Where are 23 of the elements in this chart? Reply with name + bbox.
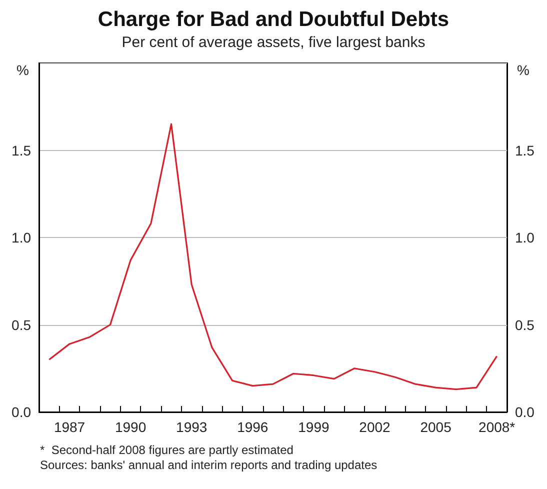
y2-tick-label: 1.0 — [515, 230, 535, 246]
chart-subtitle: Per cent of average assets, five largest banks — [122, 34, 426, 51]
x-tick-label: 2002 — [359, 419, 391, 435]
text: * Second-half 2008 figures are partly estimated — [40, 443, 294, 457]
y2-tick-label: 1.5 — [515, 142, 535, 158]
x-tick-label: 2008* — [478, 419, 516, 435]
source-note: Sources: banks' annual and interim reports and trading updates — [40, 458, 378, 472]
y2-axis-title: % — [517, 62, 530, 78]
x-tick-label: 1999 — [298, 419, 330, 435]
x-tick-label: 1996 — [237, 419, 268, 435]
y-tick-label: 1.0 — [12, 230, 32, 246]
chart-title: Charge for Bad and Doubtful Debts — [98, 8, 450, 31]
x-tick-label: 2005 — [420, 419, 452, 435]
x-tick-label: 1993 — [176, 419, 208, 435]
y-tick-label: 1.5 — [12, 142, 32, 158]
x-tick-label: 1990 — [114, 419, 146, 435]
y-tick-label: 0.5 — [12, 316, 32, 333]
line-series — [48, 123, 498, 390]
x-tick-label: 1987 — [54, 419, 86, 435]
y-tick-label: 0.0 — [12, 404, 32, 420]
y2-tick-label: 0.0 — [515, 404, 535, 420]
y2-tick-label: 0.5 — [515, 316, 535, 333]
y-axis-title: % — [16, 62, 29, 78]
